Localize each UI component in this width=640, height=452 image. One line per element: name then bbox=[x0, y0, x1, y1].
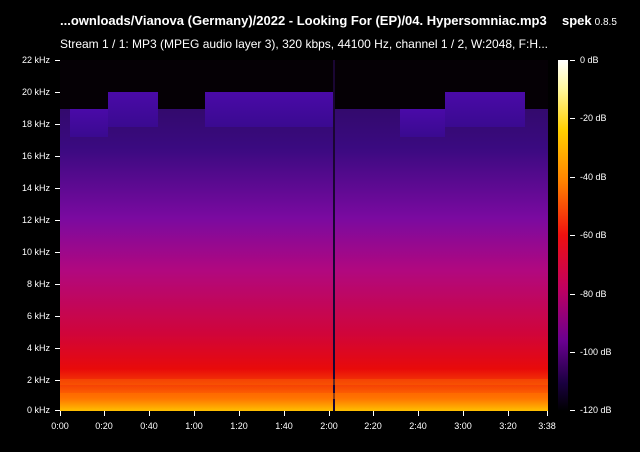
app-name-label: spek bbox=[562, 13, 592, 28]
spectrogram bbox=[60, 60, 548, 411]
y-tick-label: 0 kHz bbox=[26, 405, 50, 415]
y-tick-mark bbox=[55, 252, 60, 253]
colorbar-tick-mark bbox=[570, 235, 575, 236]
y-tick-mark bbox=[55, 156, 60, 157]
y-tick-label: 22 kHz bbox=[21, 55, 50, 65]
x-tick-mark bbox=[194, 411, 195, 416]
colorbar-tick-label: -120 dB bbox=[580, 405, 612, 415]
y-tick-mark bbox=[55, 124, 60, 125]
x-tick-label: 1:40 bbox=[275, 421, 293, 431]
y-tick-mark bbox=[55, 188, 60, 189]
colorbar-tick-label: 0 dB bbox=[580, 55, 599, 65]
x-tick-label: 0:40 bbox=[140, 421, 158, 431]
x-tick-label: 0:20 bbox=[95, 421, 113, 431]
spectrogram-low-band bbox=[60, 379, 548, 385]
x-tick-mark bbox=[508, 411, 509, 416]
app-version: 0.8.5 bbox=[594, 17, 617, 28]
spectrogram-high-band bbox=[445, 91, 525, 127]
x-tick-mark bbox=[60, 411, 61, 416]
x-tick-mark bbox=[104, 411, 105, 416]
spectrogram-low-band bbox=[60, 393, 548, 399]
colorbar-tick-mark bbox=[570, 118, 575, 119]
y-tick-label: 4 kHz bbox=[26, 343, 50, 353]
y-tick-label: 14 kHz bbox=[21, 183, 50, 193]
x-tick-label: 2:40 bbox=[409, 421, 427, 431]
y-tick-label: 2 kHz bbox=[26, 375, 50, 385]
colorbar-tick-mark bbox=[570, 294, 575, 295]
colorbar-tick-mark bbox=[570, 177, 575, 178]
x-tick-label: 3:20 bbox=[499, 421, 517, 431]
y-tick-label: 12 kHz bbox=[21, 215, 50, 225]
stream-info: Stream 1 / 1: MP3 (MPEG audio layer 3), … bbox=[60, 37, 549, 51]
x-tick-label: 1:00 bbox=[185, 421, 203, 431]
x-tick-mark bbox=[329, 411, 330, 416]
x-tick-mark bbox=[547, 411, 548, 416]
y-tick-mark bbox=[55, 348, 60, 349]
y-tick-label: 8 kHz bbox=[26, 279, 50, 289]
y-tick-mark bbox=[55, 284, 60, 285]
y-tick-mark bbox=[55, 220, 60, 221]
x-tick-label: 2:20 bbox=[364, 421, 382, 431]
colorbar-tick-label: -40 dB bbox=[580, 172, 607, 182]
colorbar-tick-label: -100 dB bbox=[580, 347, 612, 357]
y-tick-label: 20 kHz bbox=[21, 87, 50, 97]
x-tick-label: 2:00 bbox=[320, 421, 338, 431]
x-tick-mark bbox=[284, 411, 285, 416]
x-tick-mark bbox=[239, 411, 240, 416]
x-tick-label: 3:38 bbox=[538, 421, 556, 431]
x-tick-mark bbox=[149, 411, 150, 416]
x-tick-label: 1:20 bbox=[230, 421, 248, 431]
y-tick-mark bbox=[55, 410, 60, 411]
y-tick-mark bbox=[55, 316, 60, 317]
y-tick-label: 16 kHz bbox=[21, 151, 50, 161]
x-tick-mark bbox=[418, 411, 419, 416]
x-tick-mark bbox=[463, 411, 464, 416]
app-name: spek 0.8.5 bbox=[562, 13, 617, 28]
file-title: ...ownloads/Vianova (Germany)/2022 - Loo… bbox=[60, 13, 547, 28]
colorbar-tick-mark bbox=[570, 60, 575, 61]
spectrogram-high-band bbox=[205, 91, 335, 127]
spectrogram-gap bbox=[333, 60, 335, 411]
colorbar-tick-mark bbox=[570, 352, 575, 353]
y-tick-mark bbox=[55, 380, 60, 381]
colorbar-tick-label: -60 dB bbox=[580, 230, 607, 240]
colorbar-tick-label: -20 dB bbox=[580, 113, 607, 123]
spectrogram-high-band bbox=[108, 91, 158, 127]
x-tick-mark bbox=[373, 411, 374, 416]
y-tick-label: 18 kHz bbox=[21, 119, 50, 129]
y-tick-mark bbox=[55, 92, 60, 93]
spectrogram-high-band bbox=[70, 109, 108, 138]
y-tick-mark bbox=[55, 60, 60, 61]
colorbar-tick-label: -80 dB bbox=[580, 289, 607, 299]
db-colorbar bbox=[558, 60, 568, 411]
colorbar-tick-mark bbox=[570, 410, 575, 411]
spectrogram-high-band bbox=[400, 109, 445, 138]
x-tick-label: 3:00 bbox=[454, 421, 472, 431]
y-tick-label: 6 kHz bbox=[26, 311, 50, 321]
y-tick-label: 10 kHz bbox=[21, 247, 50, 257]
x-tick-label: 0:00 bbox=[51, 421, 69, 431]
